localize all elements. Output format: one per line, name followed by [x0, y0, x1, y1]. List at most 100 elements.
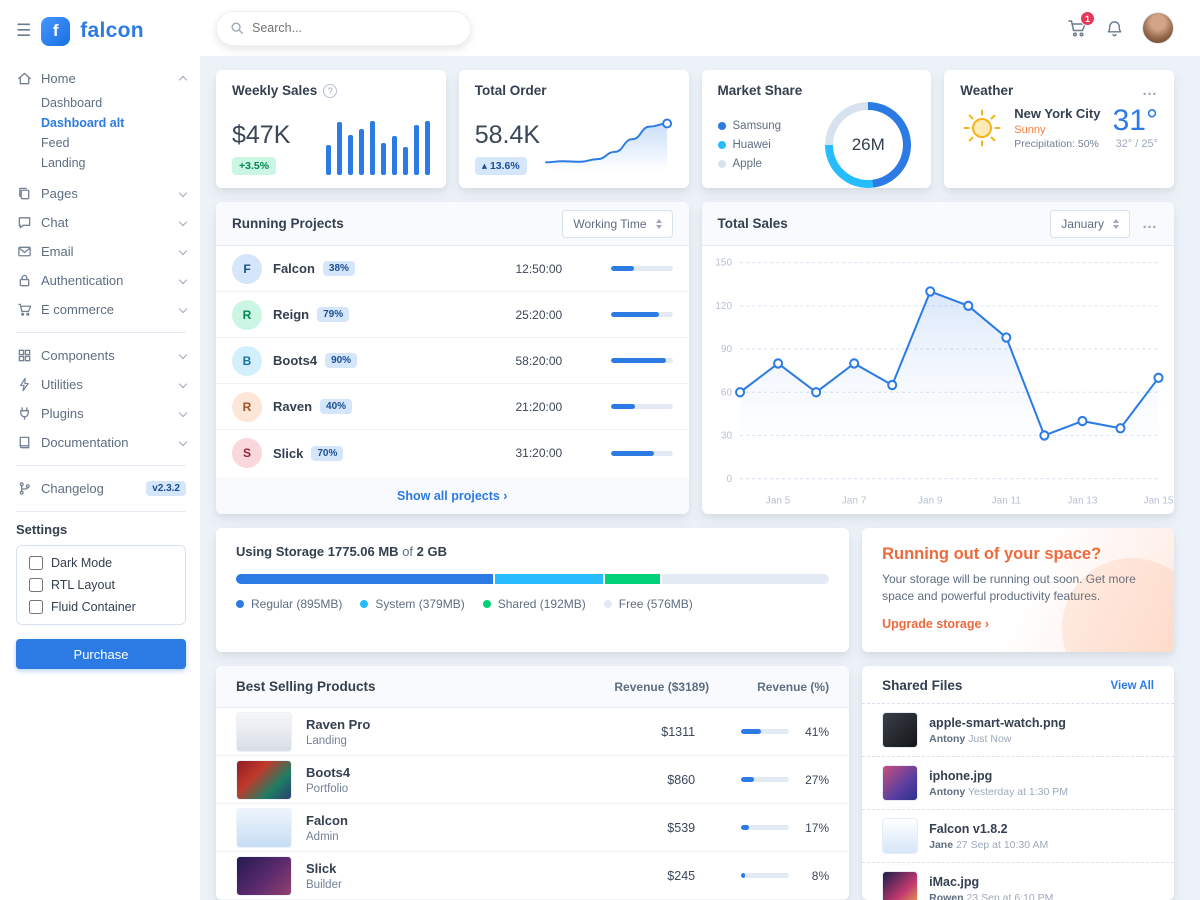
- rtl-layout-toggle[interactable]: RTL Layout: [29, 578, 173, 592]
- fluid-container-toggle[interactable]: Fluid Container: [29, 600, 173, 614]
- sidebar-item-landing[interactable]: Landing: [41, 156, 86, 170]
- storage-card: Using Storage 1775.06 MB of 2 GB Regular…: [216, 528, 850, 652]
- storage-segment-regular: [236, 574, 493, 584]
- project-name-link[interactable]: Reign: [273, 307, 310, 322]
- avatar: F: [232, 253, 262, 284]
- upgrade-storage-link[interactable]: Upgrade storage ›: [882, 616, 990, 631]
- weekly-sales-badge: +3.5%: [232, 157, 277, 175]
- cart-button[interactable]: 1: [1067, 11, 1095, 38]
- product-name-link[interactable]: Raven Pro: [306, 716, 371, 732]
- progress-bar: [741, 873, 790, 878]
- sidebar-item-ecommerce[interactable]: E commerce: [16, 295, 188, 324]
- project-name-link[interactable]: Raven: [273, 399, 313, 414]
- file-name-link[interactable]: apple-smart-watch.png: [929, 716, 1066, 730]
- sidebar-item-components[interactable]: Components: [16, 341, 188, 370]
- falcon-logo-icon[interactable]: f: [41, 16, 71, 46]
- search-box[interactable]: [216, 10, 471, 46]
- file-row: apple-smart-watch.png Antony Just Now: [862, 703, 1174, 756]
- sidebar-item-utilities[interactable]: Utilities: [16, 370, 188, 399]
- sidebar-item-dashboard[interactable]: Dashboard: [41, 96, 103, 110]
- total-order-badge: ▴ 13.6%: [474, 157, 527, 175]
- dark-mode-checkbox[interactable]: [29, 556, 43, 570]
- storage-legend: Regular (895MB) System (379MB) Shared (1…: [236, 597, 829, 611]
- help-icon[interactable]: ?: [323, 83, 338, 98]
- sidebar-item-label: Email: [41, 244, 74, 259]
- svg-text:Jan 15: Jan 15: [1143, 495, 1173, 506]
- rtl-layout-checkbox[interactable]: [29, 578, 43, 592]
- notifications-button[interactable]: [1105, 19, 1124, 38]
- project-row: B Boots4 90% 58:20:00: [216, 338, 689, 384]
- sidebar-item-documentation[interactable]: Documentation: [16, 428, 188, 457]
- sidebar-nav: Home Dashboard Dashboard alt Feed Landin…: [16, 64, 188, 669]
- file-name-link[interactable]: Falcon v1.8.2: [929, 822, 1008, 836]
- product-revenue: $1311: [661, 724, 696, 739]
- project-row: F Falcon 38% 12:50:00: [216, 246, 689, 292]
- sidebar-item-changelog[interactable]: Changelog v2.3.2: [16, 474, 186, 503]
- product-name-link[interactable]: Falcon: [306, 812, 348, 828]
- dark-mode-toggle[interactable]: Dark Mode: [29, 556, 173, 570]
- chevron-down-icon: [178, 304, 188, 313]
- purchase-button[interactable]: Purchase: [16, 639, 186, 669]
- select-value: January: [1061, 216, 1104, 231]
- sidebar-item-home[interactable]: Home: [16, 64, 188, 93]
- working-time-select[interactable]: Working Time: [562, 209, 673, 238]
- projects-sales-row: Running Projects Working Time F Falcon 38…: [216, 202, 1174, 514]
- month-select[interactable]: January: [1050, 209, 1130, 238]
- project-name-link[interactable]: Boots4: [273, 353, 318, 368]
- total-sales-line-chart: 0 30 60 90 120 150 Jan 5 Jan 7 Jan 9 Jan 11 Jan 13…: [715, 258, 1173, 507]
- sidebar-item-label: Changelog: [41, 481, 104, 496]
- more-options-icon[interactable]: …: [1142, 81, 1158, 99]
- weather-precipitation: Precipitation: 50%: [1014, 138, 1099, 150]
- view-all-link[interactable]: View All: [1110, 679, 1154, 692]
- product-percent: 41%: [805, 724, 830, 739]
- file-row: iMac.jpg Rowen 23 Sep at 6:10 PM: [862, 862, 1174, 900]
- weekly-sales-value: $47K: [232, 121, 291, 149]
- market-share-legend: Samsung Huawei Apple: [717, 120, 782, 170]
- progress-bar: [741, 729, 790, 734]
- search-icon: [231, 22, 243, 34]
- progress-bar: [610, 266, 673, 271]
- total-order-value: 58.4K: [474, 121, 541, 149]
- product-revenue: $539: [667, 820, 696, 835]
- sidebar-item-chat[interactable]: Chat: [16, 208, 188, 237]
- sidebar-item-feed[interactable]: Feed: [41, 136, 70, 150]
- utilities-icon: [16, 377, 32, 392]
- avatar: R: [232, 391, 262, 422]
- file-name-link[interactable]: iMac.jpg: [929, 875, 980, 889]
- lock-icon: [16, 273, 32, 288]
- user-avatar[interactable]: [1142, 12, 1174, 44]
- project-row: R Reign 79% 25:20:00: [216, 292, 689, 338]
- sidebar-item-authentication[interactable]: Authentication: [16, 266, 188, 295]
- file-row: iphone.jpg Antony Yesterday at 1:30 PM: [862, 756, 1174, 809]
- fluid-container-checkbox[interactable]: [29, 600, 43, 614]
- more-options-icon[interactable]: …: [1142, 214, 1158, 232]
- sidebar-item-label: Chat: [41, 215, 69, 230]
- book-icon: [16, 435, 32, 450]
- home-icon: [16, 71, 32, 86]
- project-name-link[interactable]: Falcon: [273, 261, 315, 276]
- best-selling-products-card: Best Selling Products Revenue ($3189) Re…: [216, 666, 850, 900]
- hamburger-menu-icon[interactable]: ☰: [16, 21, 32, 40]
- project-time: 21:20:00: [515, 399, 563, 414]
- sidebar-item-pages[interactable]: Pages: [16, 179, 188, 208]
- topbar-actions: 1: [1067, 11, 1174, 44]
- legend-label: Huawei: [732, 139, 771, 151]
- sidebar-item-dashboard-alt[interactable]: Dashboard alt: [41, 116, 125, 130]
- show-all-projects-link[interactable]: Show all projects ›: [397, 489, 508, 503]
- svg-text:Jan 5: Jan 5: [765, 495, 790, 506]
- file-name-link[interactable]: iphone.jpg: [929, 769, 993, 783]
- product-name-link[interactable]: Slick: [306, 860, 337, 876]
- legend-item: Huawei: [717, 139, 782, 151]
- project-name-link[interactable]: Slick: [273, 445, 304, 461]
- products-files-row: Best Selling Products Revenue ($3189) Re…: [216, 666, 1174, 900]
- brand-name[interactable]: falcon: [80, 19, 144, 42]
- storage-summary: Using Storage 1775.06 MB of 2 GB: [236, 544, 448, 559]
- product-name-link[interactable]: Boots4: [306, 764, 351, 780]
- sidebar-item-plugins[interactable]: Plugins: [16, 399, 188, 428]
- settings-heading: Settings: [16, 522, 68, 537]
- search-input[interactable]: [252, 21, 457, 35]
- product-revenue: $245: [667, 868, 696, 883]
- sidebar-item-email[interactable]: Email: [16, 237, 188, 266]
- shared-files-card: Shared Files View All apple-smart-watch.…: [862, 666, 1174, 900]
- chevron-down-icon: [178, 437, 188, 446]
